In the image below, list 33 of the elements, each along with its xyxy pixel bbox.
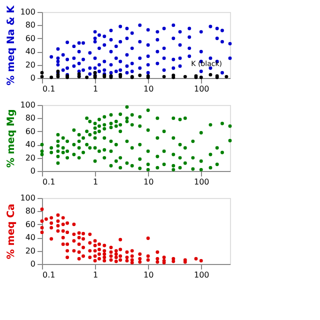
- y-tick-label: 40: [25, 140, 36, 150]
- x-tick-label: 0.1: [42, 178, 56, 186]
- y-tick-label: 60: [25, 220, 36, 229]
- y-tick-label: 80: [25, 206, 36, 216]
- y-tick-label: 60: [25, 34, 36, 43]
- x-tick-label: 1: [93, 84, 98, 94]
- y-tick-label: 80: [25, 114, 36, 123]
- y-axis-title: % meq Na & K: [6, 4, 18, 86]
- x-tick-label: 100: [194, 178, 210, 186]
- y-tick-label: 60: [25, 126, 36, 136]
- y-tick-label: 40: [25, 47, 36, 56]
- y-tick-label: 40: [25, 233, 36, 242]
- y-tick-label: 20: [25, 60, 36, 70]
- x-tick-label: 100: [194, 270, 210, 280]
- y-tick-label: 0: [30, 166, 36, 176]
- y-tick-label: 100: [20, 194, 36, 202]
- y-tick-label: 0: [30, 74, 36, 82]
- y-tick-label: 0: [30, 260, 36, 268]
- y-tick-label: 80: [25, 20, 36, 30]
- x-tick-label: 10: [144, 84, 154, 94]
- x-tick-label: 100: [194, 84, 210, 94]
- x-tick-label: 1: [93, 270, 98, 280]
- x-tick-label: 1: [93, 178, 98, 186]
- y-axis-title: % meq Ca: [6, 204, 18, 260]
- x-tick-label: 10: [144, 178, 154, 186]
- y-tick-label: 100: [20, 100, 36, 110]
- x-tick-label: 10: [144, 270, 154, 280]
- y-tick-label: 20: [25, 153, 36, 162]
- x-tick-label: 0.1: [42, 84, 56, 94]
- y-tick-label: 100: [20, 8, 36, 16]
- y-tick-label: 20: [25, 246, 36, 256]
- y-axis-title: % meq Mg: [6, 109, 18, 168]
- x-tick-label: 0.1: [42, 270, 56, 280]
